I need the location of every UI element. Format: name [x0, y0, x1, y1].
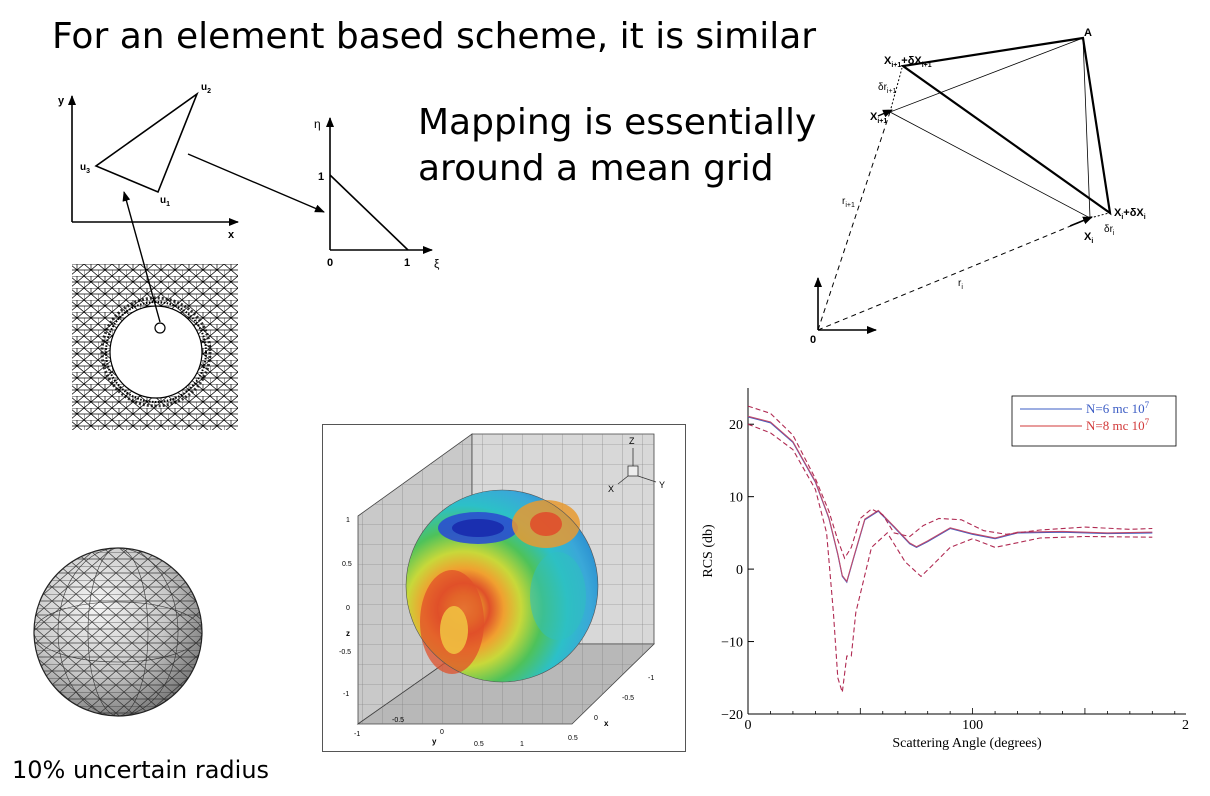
z-tick-0.5: 0.5 [342, 561, 352, 568]
rcs-legend-box [1011, 395, 1177, 447]
rcs-legend-entry: N=6 mc 107 [1086, 400, 1150, 416]
mapping-line-1: Mapping is essentially [418, 102, 817, 143]
origin-zero-label: 0 [327, 257, 333, 269]
u3-label: u3 [80, 162, 90, 175]
xi-one-label: 1 [404, 257, 410, 269]
rcs-y-tick-label: 10 [729, 491, 743, 506]
y-tick-minus-1: -1 [354, 731, 360, 738]
X-i1-label: Xi+1 [870, 111, 887, 125]
rcs-series [747, 405, 1153, 693]
rcs-series-line-2 [747, 405, 1153, 560]
rcs-axes [747, 388, 1186, 715]
eta-one-label: 1 [318, 171, 324, 183]
y-tick-0.5: 0.5 [474, 741, 484, 748]
X-i-label: Xi [1084, 231, 1093, 245]
slide-title: For an element based scheme, it is simil… [52, 16, 817, 57]
selected-element-marker [154, 322, 166, 334]
rcs-x-tick-label: 0 [745, 718, 752, 733]
mapping-line-2: around a mean grid [418, 148, 774, 189]
y-tick-minus-0.5: -0.5 [392, 717, 404, 724]
perturbed-triangle [900, 36, 1112, 216]
rcs-y-tick-label: −20 [721, 708, 743, 723]
rcs-x-tick-label: 2 [1182, 718, 1189, 733]
z-axis-label: z [346, 629, 350, 638]
caption-uncertain-radius: 10% uncertain radius [12, 756, 270, 784]
dr-i1-label: δri+1 [878, 82, 897, 95]
element-mapping-diagram: y x u2 u1 u3 η ξ 1 1 0 [58, 82, 440, 430]
y-axis-label: y [58, 95, 65, 107]
xi-label: ξ [434, 257, 440, 271]
mean-triangle [889, 37, 1091, 219]
y-tick-0: 0 [440, 729, 444, 736]
x-tick-0: 0 [594, 715, 598, 722]
physical-triangle [94, 91, 199, 194]
rcs-x-tick-label: 100 [962, 718, 983, 733]
triad-z-label: Z [629, 436, 635, 446]
r-i1-label: ri+1 [842, 196, 855, 209]
u2-label: u2 [201, 82, 211, 95]
rcs-series-line-1 [747, 415, 1153, 583]
origin-label: 0 [810, 334, 816, 346]
z-tick-minus-1: -1 [343, 691, 349, 698]
mapping-text: Mapping is essentially around a mean gri… [418, 100, 816, 192]
dr-i-arrow [1089, 212, 1110, 219]
r-i-vector [817, 217, 1091, 331]
X-i-dX-label: Xi+δXi [1114, 207, 1146, 221]
x-axis-label-3d: x [604, 719, 609, 728]
r-i-label: ri [958, 278, 963, 291]
x-tick-0.5: 0.5 [568, 735, 578, 742]
triad-y-label: Y [659, 480, 665, 490]
X-i1-dX-label: Xi+1+δXi+1 [884, 55, 932, 69]
x-tick-minus-0.5: -0.5 [622, 695, 634, 702]
rcs-ticks: −20 −10 0 10 20 0 100 2 [721, 418, 1189, 733]
rcs-chart: −20 −10 0 10 20 0 100 2 Scattering Angle (degre… [701, 388, 1189, 751]
x-tick-minus-1: -1 [648, 675, 654, 682]
y-tick-1: 1 [520, 741, 524, 748]
rcs-x-axis-label: Scattering Angle (degrees) [892, 736, 1042, 751]
X-i-arrow [1069, 216, 1093, 227]
mapping-arrow [187, 153, 325, 213]
z-tick-0: 0 [346, 605, 350, 612]
y-axis-label-3d: y [432, 737, 437, 746]
mesh-to-element-arrow [122, 191, 161, 323]
axis-triad: Z X Y [608, 436, 665, 494]
dr-i-label: δri [1104, 224, 1115, 237]
u1-label: u1 [160, 195, 170, 208]
X-i1-arrow [877, 109, 893, 118]
mesh-with-hole [72, 264, 238, 430]
x-axis-label: x [228, 229, 235, 241]
rcs-y-tick-label: 20 [729, 418, 743, 433]
rcs-y-tick-label: 0 [736, 563, 743, 578]
contour-sphere-plot: Z X Y 1 0.5 0 -0.5 -1 z -1 -0.5 0 0.5 1 … [322, 424, 686, 752]
triad-x-label: X [608, 484, 614, 494]
A-label: A [1084, 27, 1092, 39]
rcs-legend-entry: N=8 mc 107 [1086, 417, 1150, 433]
rcs-y-tick-label: −10 [721, 636, 743, 651]
r-i1-vector [817, 111, 891, 331]
meshed-sphere [33, 547, 203, 717]
z-tick-1: 1 [346, 517, 350, 524]
eta-label: η [314, 117, 321, 131]
rcs-series-line-3 [747, 423, 1153, 693]
rcs-y-axis-label: RCS (db) [701, 524, 716, 578]
perturbation-vector-diagram: 0 A Xi+1+δXi+1 δri+1 Xi+1 ri+1 ri Xi+δXi… [810, 27, 1146, 346]
z-tick-minus-0.5: -0.5 [339, 649, 351, 656]
reference-hypotenuse [329, 174, 409, 251]
